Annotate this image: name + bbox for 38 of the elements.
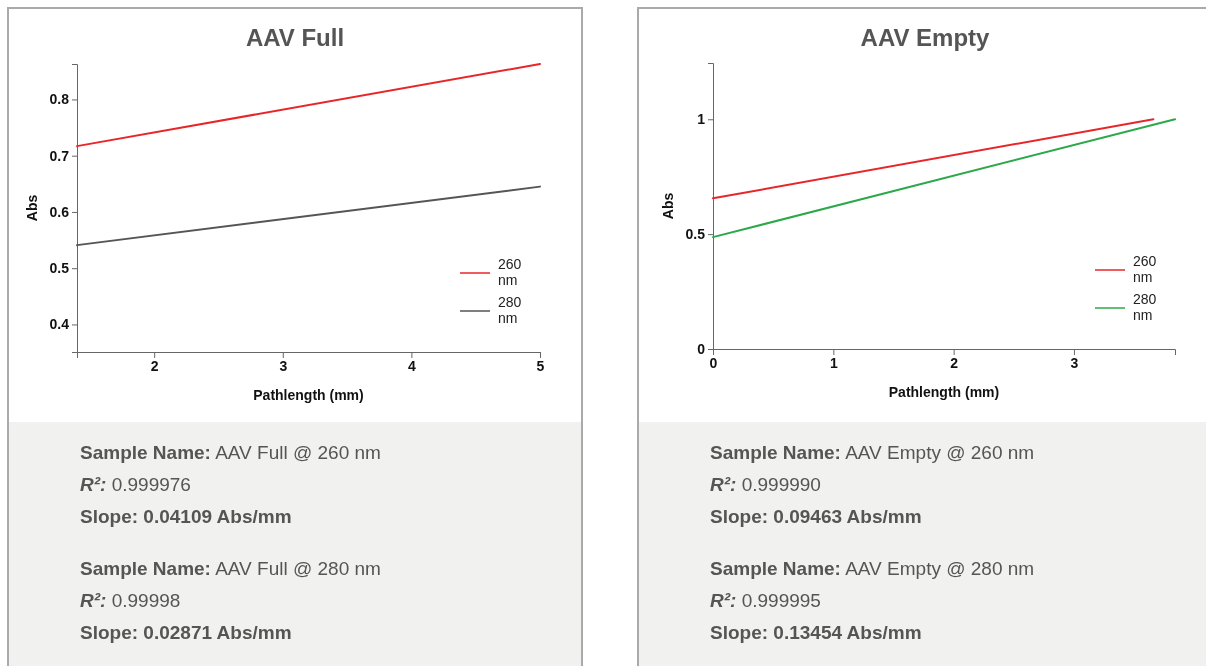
text: R²: 0.999976 [80,474,191,495]
x-tick-label: 5 [536,357,545,374]
x-tick-label: 4 [407,357,416,374]
text: Slope: 0.02871 Abs/mm [80,622,292,643]
text: Slope: 0.13454 Abs/mm [710,622,922,643]
text: Slope: 0.09463 Abs/mm [710,506,922,527]
y-tick-label: 0 [697,340,706,357]
x-tick-label: 2 [150,357,159,374]
x-tick-label: 2 [950,354,959,371]
y-tick-label: 0.5 [685,226,706,243]
text: Sample Name: AAV Full @ 280 nm [80,558,381,579]
x-tick-label: 3 [1070,354,1079,371]
y-axis-title: Abs [24,194,40,222]
y-tick-label: 0.5 [49,260,70,277]
x-tick-label: 3 [279,357,288,374]
x-axis-title: Pathlength (mm) [253,387,364,403]
y-tick-label: 0.6 [49,203,70,220]
text: Sample Name: AAV Empty @ 260 nm [710,442,1035,463]
y-tick-label: 1 [697,111,706,128]
legend-label: 260 nm [1133,253,1157,285]
y-tick-label: 0.8 [49,91,70,108]
y-tick-label: 0.7 [49,147,70,164]
chart-title: AAV Full [245,24,345,51]
x-tick-label: 1 [829,354,838,371]
x-axis-title: Pathlength (mm) [888,384,1000,400]
y-tick-label: 0.4 [49,316,70,333]
text: R²: 0.999990 [710,474,821,495]
text: R²: 0.99998 [80,590,181,611]
text: Sample Name: AAV Empty @ 280 nm [710,558,1035,579]
y-axis-title: Abs [660,192,676,220]
x-tick-label: 0 [709,354,718,371]
legend-label: 260 nm [498,256,522,288]
legend-label: 280 nm [498,294,522,326]
text: R²: 0.999995 [710,590,821,611]
chart-title: AAV Empty [860,24,991,51]
text: Slope: 0.04109 Abs/mm [80,506,292,527]
legend-label: 280 nm [1133,291,1157,323]
text: Sample Name: AAV Full @ 260 nm [80,442,381,463]
